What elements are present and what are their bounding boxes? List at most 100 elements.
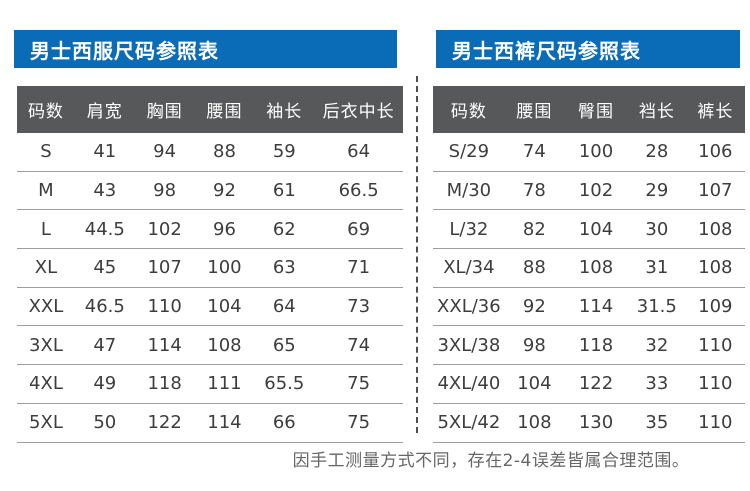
- table-cell: 29: [627, 171, 686, 211]
- table-cell: 75: [314, 403, 403, 443]
- table-cell: M: [17, 171, 75, 211]
- table-cell: 122: [564, 364, 628, 404]
- table-row: S/29 74 100 28 106: [433, 133, 745, 172]
- table-cell: 47: [74, 325, 135, 366]
- table-cell: 31.5: [627, 287, 686, 327]
- table-cell: 100: [194, 248, 255, 288]
- table-cell: 61: [254, 171, 315, 211]
- table-cell: 110: [685, 403, 745, 443]
- table-row: M 43 98 92 61 66.5: [17, 171, 403, 211]
- table-cell: 98: [134, 171, 195, 211]
- table-cell: 31: [627, 248, 686, 288]
- table-cell: 98: [504, 325, 565, 366]
- table-cell: 104: [194, 287, 255, 327]
- table-cell: 74: [504, 133, 565, 172]
- table-cell: 94: [134, 133, 195, 172]
- table-row: L 44.5 102 96 62 69: [17, 209, 403, 250]
- column-header-chest: 胸围: [134, 86, 195, 133]
- table-row: L/32 82 104 30 108: [433, 209, 745, 250]
- table-cell: 88: [194, 133, 255, 172]
- table-row: 3XL 47 114 108 65 74: [17, 325, 403, 366]
- table-cell: 110: [685, 364, 745, 404]
- table-cell: 104: [564, 209, 628, 250]
- table-cell: 114: [564, 287, 628, 327]
- table-cell: 63: [254, 248, 315, 288]
- table-cell: 102: [134, 209, 195, 250]
- column-header-waist: 腰围: [504, 86, 565, 133]
- table-cell: 66: [254, 403, 315, 443]
- table-cell: 5XL: [17, 403, 75, 443]
- column-header-size: 码数: [17, 86, 75, 133]
- table-cell: 65.5: [254, 364, 315, 404]
- table-cell: S: [17, 133, 75, 172]
- table-cell: 66.5: [314, 171, 403, 211]
- table-cell: 59: [254, 133, 315, 172]
- table-cell: 49: [74, 364, 135, 404]
- table-row: M/30 78 102 29 107: [433, 171, 745, 211]
- pants-table-title: 男士西裤尺码参照表: [452, 38, 641, 63]
- table-cell: 118: [134, 364, 195, 404]
- table-cell: 73: [314, 287, 403, 327]
- table-cell: XXL: [17, 287, 75, 327]
- table-row: 3XL/38 98 118 32 110: [433, 325, 745, 366]
- table-cell: 108: [564, 248, 628, 288]
- table-row: 4XL 49 118 111 65.5 75: [17, 364, 403, 404]
- table-cell: 109: [685, 287, 745, 327]
- table-cell: S/29: [433, 133, 505, 172]
- table-cell: 92: [504, 287, 565, 327]
- table-cell: 82: [504, 209, 565, 250]
- table-cell: M/30: [433, 171, 505, 211]
- table-row: XL/34 88 108 31 108: [433, 248, 745, 288]
- table-cell: 111: [194, 364, 255, 404]
- table-cell: 44.5: [74, 209, 135, 250]
- table-row: 5XL 50 122 114 66 75: [17, 403, 403, 443]
- table-cell: 108: [504, 403, 565, 443]
- table-cell: 46.5: [74, 287, 135, 327]
- table-cell: 32: [627, 325, 686, 366]
- table-cell: 104: [504, 364, 565, 404]
- table-cell: 75: [314, 364, 403, 404]
- column-header-hip: 臀围: [564, 86, 628, 133]
- table-cell: 64: [314, 133, 403, 172]
- pants-size-table: 码数 腰围 臀围 裆长 裤长 S/29 74 100 28 106 M/30 7…: [433, 86, 745, 443]
- suit-table-header-row: 码数 肩宽 胸围 腰围 袖长 后衣中长: [17, 86, 403, 133]
- table-cell: 74: [314, 325, 403, 366]
- pants-table-header-row: 码数 腰围 臀围 裆长 裤长: [433, 86, 745, 133]
- pants-table-banner: 男士西裤尺码参照表: [436, 30, 740, 68]
- column-header-shoulder: 肩宽: [74, 86, 135, 133]
- table-cell: 62: [254, 209, 315, 250]
- table-cell: 30: [627, 209, 686, 250]
- column-header-sleeve: 袖长: [254, 86, 315, 133]
- table-cell: 71: [314, 248, 403, 288]
- table-cell: 130: [564, 403, 628, 443]
- table-cell: 45: [74, 248, 135, 288]
- measurement-note: 因手工测量方式不同，存在2-4误差皆属合理范围。: [292, 451, 690, 471]
- table-row: S 41 94 88 59 64: [17, 133, 403, 172]
- column-header-size: 码数: [433, 86, 505, 133]
- table-cell: 114: [194, 403, 255, 443]
- table-cell: 108: [685, 248, 745, 288]
- column-header-crotch: 裆长: [627, 86, 686, 133]
- table-cell: 41: [74, 133, 135, 172]
- table-cell: XL/34: [433, 248, 505, 288]
- table-cell: 114: [134, 325, 195, 366]
- table-cell: XXL/36: [433, 287, 505, 327]
- table-cell: 118: [564, 325, 628, 366]
- table-cell: 69: [314, 209, 403, 250]
- table-cell: 5XL/42: [433, 403, 505, 443]
- table-cell: 3XL: [17, 325, 75, 366]
- table-cell: L/32: [433, 209, 505, 250]
- column-header-back-length: 后衣中长: [314, 86, 403, 133]
- table-cell: 107: [134, 248, 195, 288]
- table-cell: L: [17, 209, 75, 250]
- suit-table-banner: 男士西服尺码参照表: [14, 30, 397, 68]
- table-cell: 64: [254, 287, 315, 327]
- table-cell: 43: [74, 171, 135, 211]
- table-cell: 108: [685, 209, 745, 250]
- table-cell: 122: [134, 403, 195, 443]
- column-header-pant-length: 裤长: [685, 86, 745, 133]
- table-row: XXL/36 92 114 31.5 109: [433, 287, 745, 327]
- table-cell: 3XL/38: [433, 325, 505, 366]
- column-header-waist: 腰围: [194, 86, 255, 133]
